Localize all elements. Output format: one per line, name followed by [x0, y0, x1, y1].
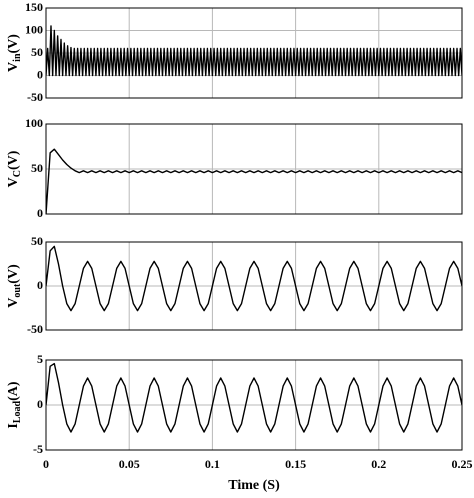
y-axis-label-part: V [6, 62, 21, 72]
y-axis-label-part: V [6, 298, 21, 308]
x-tick-label: 0.05 [119, 457, 140, 471]
subplot: -50 0 50 Vout(V) [6, 234, 463, 336]
x-tick-label: 0.1 [205, 457, 220, 471]
y-axis-label: Vin(V) [6, 34, 23, 72]
y-axis-label-part: Load [12, 400, 23, 423]
y-axis-label-part: (V) [6, 264, 21, 284]
plot-area [46, 362, 462, 433]
subplot: 0 50 100 VC(V) [6, 116, 463, 220]
y-axis-label-part: C [12, 170, 23, 177]
data-line [46, 362, 462, 433]
axes-frame [45, 241, 463, 331]
y-tick-label: 0 [37, 397, 43, 411]
y-axis-label-part: V [6, 177, 21, 187]
y-tick-label: 0 [37, 67, 43, 81]
x-axis-label: Time (S) [228, 478, 280, 493]
y-tick-label: -5 [33, 442, 43, 456]
axes-frame [45, 359, 463, 451]
data-line [46, 148, 462, 214]
y-tick-label: 0 [37, 278, 43, 292]
axes-frame [45, 7, 463, 99]
y-axis-label-part: (V) [6, 34, 21, 54]
plot-area [46, 245, 462, 312]
plot-area [46, 25, 462, 77]
x-tick-label: 0.15 [285, 457, 306, 471]
y-tick-label: 5 [37, 352, 43, 366]
y-axis-label-part: in [12, 53, 23, 62]
y-axis-label: VC(V) [6, 150, 23, 187]
y-axis-label-part: I [6, 423, 21, 428]
y-tick-label: 50 [31, 234, 43, 248]
plot-area [46, 148, 462, 214]
y-tick-label: 100 [25, 116, 43, 130]
y-axis-label: Vout(V) [6, 264, 23, 308]
y-tick-label: 100 [25, 22, 43, 36]
y-tick-label: 0 [37, 206, 43, 220]
data-line [46, 25, 462, 77]
y-tick-label: 150 [25, 0, 43, 14]
x-tick-label: 0.2 [371, 457, 386, 471]
y-axis-label-part: (V) [6, 150, 21, 170]
data-line [46, 245, 462, 312]
y-axis-label-part: (A) [6, 381, 21, 401]
y-tick-label: 50 [31, 45, 43, 59]
y-tick-label: -50 [27, 90, 43, 104]
y-tick-label: 50 [31, 161, 43, 175]
y-axis-label: ILoad(A) [6, 381, 23, 428]
x-tick-label: 0.25 [452, 457, 473, 471]
y-axis-label-part: out [12, 283, 23, 298]
y-tick-label: -50 [27, 322, 43, 336]
x-tick-label: 0 [43, 457, 49, 471]
axes-frame [45, 123, 463, 215]
subplot: -50 0 50 100 150 Vin(V) [6, 0, 463, 104]
